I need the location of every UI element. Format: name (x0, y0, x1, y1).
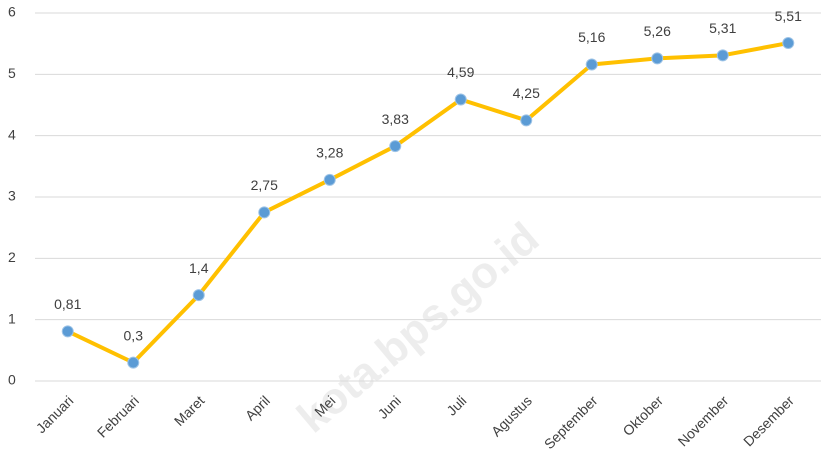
marker (192, 289, 205, 302)
line (66, 41, 789, 365)
data-label: 5,26 (644, 23, 671, 39)
marker (389, 140, 402, 153)
data-label: 4,25 (513, 85, 540, 101)
x-tick-label: September (541, 392, 601, 452)
y-tick-label: 5 (8, 65, 16, 81)
data-label: 1,4 (189, 260, 209, 276)
y-tick-label: 2 (8, 249, 16, 265)
data-label: 0,81 (54, 296, 81, 312)
x-tick-label: Maret (171, 392, 208, 429)
y-tick-label: 4 (8, 126, 16, 142)
x-tick-label: Agustus (488, 392, 535, 439)
marker (651, 52, 664, 65)
y-tick-label: 0 (8, 372, 16, 388)
marker (258, 206, 271, 219)
marker (716, 49, 729, 62)
x-tick-label: November (675, 392, 732, 449)
marker (127, 356, 140, 369)
y-tick-label: 3 (8, 188, 16, 204)
data-label: 4,59 (447, 64, 474, 80)
marker (61, 325, 74, 338)
marker (782, 37, 795, 50)
x-tick-label: Juni (375, 392, 404, 421)
x-tick-label: Februari (94, 392, 142, 440)
marker (585, 58, 598, 71)
x-tick-label: Desember (740, 392, 797, 449)
marker (520, 114, 533, 127)
marker (454, 93, 467, 106)
data-label: 5,16 (578, 29, 605, 45)
data-label: 2,75 (251, 177, 278, 193)
marker (323, 173, 336, 186)
x-tick-label: Oktober (619, 392, 666, 439)
data-label: 0,3 (124, 327, 144, 343)
data-label: 5,51 (775, 8, 802, 24)
y-tick-label: 1 (8, 310, 16, 326)
x-tick-label: Juli (443, 392, 469, 418)
y-tick-label: 6 (8, 4, 16, 20)
data-label: 3,83 (382, 111, 409, 127)
x-tick-label: Januari (33, 392, 77, 436)
data-label: 3,28 (316, 145, 343, 161)
data-label: 5,31 (709, 20, 736, 36)
x-tick-label: April (242, 392, 273, 423)
